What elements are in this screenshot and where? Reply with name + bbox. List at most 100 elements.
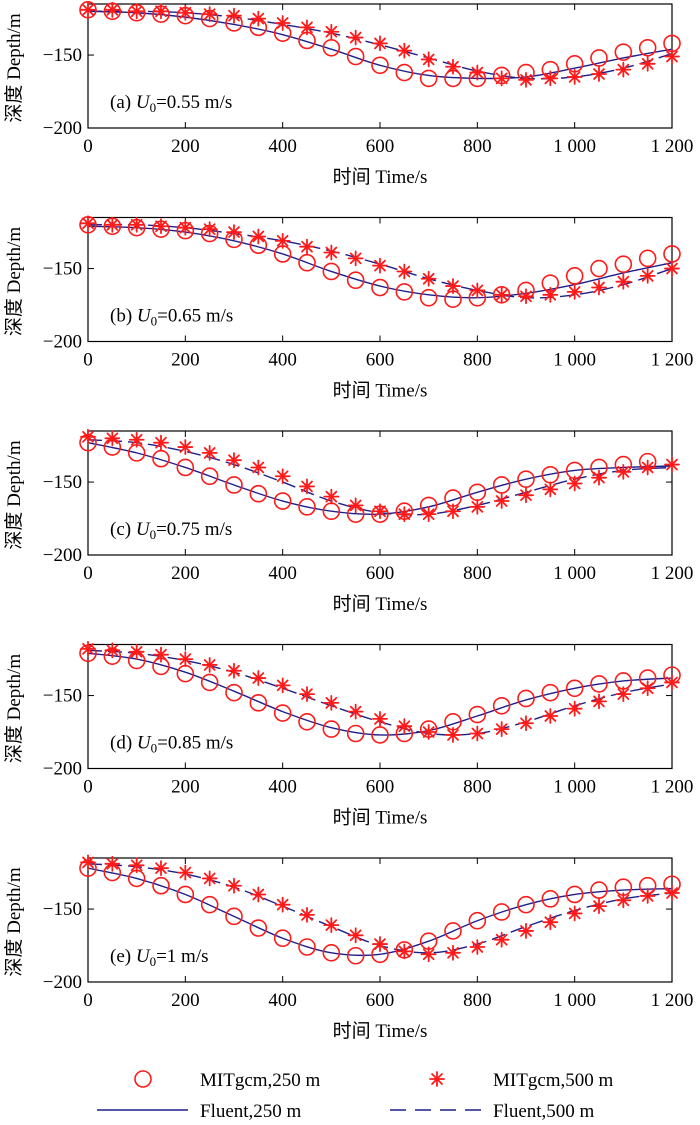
y-tick-label: −150 <box>43 472 82 493</box>
marker-mitgcm-250 <box>298 938 316 956</box>
marker-mitgcm-250 <box>638 249 657 268</box>
marker-mitgcm-500 <box>347 250 364 267</box>
y-tick-label: −150 <box>43 686 82 707</box>
x-tick-label: 0 <box>83 777 93 798</box>
marker-mitgcm-500 <box>201 6 218 23</box>
panel-label: (d) U0=0.85 m/s <box>110 733 233 756</box>
marker-mitgcm-500 <box>615 61 632 78</box>
marker-mitgcm-500 <box>104 216 121 233</box>
x-tick-label: 800 <box>463 777 492 798</box>
x-tick-label: 1 000 <box>553 350 596 371</box>
marker-mitgcm-500 <box>420 724 437 740</box>
marker-mitgcm-500 <box>396 943 413 960</box>
x-tick-label: 800 <box>463 990 492 1011</box>
marker-mitgcm-500 <box>396 718 413 735</box>
x-tick-label: 400 <box>268 563 297 584</box>
marker-mitgcm-500 <box>420 506 437 523</box>
x-tick-label: 1 000 <box>553 990 596 1011</box>
marker-mitgcm-500 <box>128 431 145 448</box>
marker-mitgcm-500 <box>128 857 145 874</box>
marker-mitgcm-500 <box>153 860 169 877</box>
marker-mitgcm-500 <box>250 228 267 245</box>
legend-label-fluent-500: Fluent,500 m <box>493 1101 595 1122</box>
marker-mitgcm-500 <box>493 931 510 948</box>
marker-mitgcm-500 <box>542 708 559 724</box>
y-axis-label: 深度 Depth/m <box>3 13 25 122</box>
marker-mitgcm-500 <box>615 892 632 909</box>
marker-mitgcm-500 <box>566 69 583 85</box>
marker-mitgcm-500 <box>493 721 510 738</box>
marker-mitgcm-250 <box>590 49 608 67</box>
marker-mitgcm-250 <box>517 895 535 914</box>
marker-mitgcm-500 <box>469 64 486 81</box>
marker-mitgcm-500 <box>177 219 194 236</box>
marker-mitgcm-250 <box>517 689 535 708</box>
marker-mitgcm-250 <box>79 1 97 19</box>
marker-mitgcm-500 <box>80 640 96 657</box>
y-tick-label: −150 <box>43 45 82 66</box>
marker-mitgcm-500 <box>591 469 607 486</box>
marker-mitgcm-500 <box>518 715 534 732</box>
marker-mitgcm-250 <box>371 726 389 744</box>
x-tick-label: 600 <box>366 136 395 157</box>
marker-mitgcm-500 <box>420 51 437 68</box>
marker-mitgcm-500 <box>80 215 96 232</box>
x-axis-label: 时间 Time/s <box>333 807 428 829</box>
marker-mitgcm-500 <box>347 927 364 944</box>
marker-mitgcm-500 <box>566 283 583 300</box>
x-tick-label: 0 <box>83 990 93 1011</box>
marker-mitgcm-500 <box>177 4 194 21</box>
marker-mitgcm-500 <box>615 463 632 480</box>
marker-mitgcm-500 <box>518 487 534 504</box>
marker-mitgcm-500 <box>80 854 96 871</box>
panel-a: 0 200 400 600 800 1 000 1 200 −150 −200 时间 Time/s… <box>3 1 693 188</box>
x-tick-label: 600 <box>366 777 395 798</box>
marker-mitgcm-500 <box>372 503 388 520</box>
x-tick-label: 200 <box>171 777 200 798</box>
marker-mitgcm-500 <box>396 42 413 59</box>
y-axis-label: 深度 Depth/m <box>3 227 25 336</box>
marker-mitgcm-500 <box>80 428 96 445</box>
marker-mitgcm-500 <box>299 238 315 255</box>
marker-mitgcm-500 <box>566 905 583 922</box>
marker-mitgcm-250 <box>273 704 292 722</box>
marker-mitgcm-250 <box>298 253 316 272</box>
x-tick-label: 200 <box>171 136 200 157</box>
marker-mitgcm-250 <box>346 47 365 66</box>
marker-mitgcm-500 <box>226 224 242 240</box>
marker-mitgcm-500 <box>420 946 437 963</box>
marker-mitgcm-250 <box>444 922 462 940</box>
marker-mitgcm-500 <box>664 260 680 277</box>
x-tick-label: 0 <box>83 136 93 157</box>
marker-mitgcm-250 <box>590 675 608 693</box>
x-axis-label: 时间 Time/s <box>333 380 428 402</box>
x-axis-label: 时间 Time/s <box>333 1020 428 1042</box>
panel-label: (c) U0=0.75 m/s <box>110 519 232 542</box>
x-tick-label: 800 <box>463 136 492 157</box>
x-tick-label: 0 <box>83 563 93 584</box>
legend-marker-mitgcm-500 <box>429 1071 445 1087</box>
marker-mitgcm-250 <box>249 919 268 937</box>
legend-label-fluent-250: Fluent,250 m <box>200 1101 302 1122</box>
marker-mitgcm-500 <box>104 642 121 659</box>
marker-mitgcm-500 <box>323 694 340 711</box>
legend: MITgcm,250 m MITgcm,500 m Fluent,250 m Flue… <box>97 1070 614 1122</box>
panel-label: (e) U0=1 m/s <box>110 946 209 969</box>
marker-mitgcm-500 <box>177 864 194 881</box>
marker-mitgcm-250 <box>565 267 584 285</box>
legend-marker-mitgcm-250 <box>134 1070 152 1088</box>
marker-mitgcm-250 <box>176 885 195 904</box>
marker-mitgcm-500 <box>274 677 291 694</box>
marker-mitgcm-250 <box>225 683 243 702</box>
marker-mitgcm-250 <box>590 881 608 899</box>
marker-mitgcm-500 <box>274 896 291 913</box>
marker-mitgcm-500 <box>323 244 340 261</box>
marker-mitgcm-250 <box>298 713 316 731</box>
legend-label-mitgcm-500: MITgcm,500 m <box>493 1070 614 1091</box>
y-tick-label: −200 <box>43 118 82 139</box>
x-tick-label: 400 <box>268 990 297 1011</box>
marker-mitgcm-500 <box>469 282 486 299</box>
marker-mitgcm-500 <box>615 273 632 290</box>
x-tick-label: 200 <box>171 990 200 1011</box>
marker-mitgcm-500 <box>128 3 145 20</box>
